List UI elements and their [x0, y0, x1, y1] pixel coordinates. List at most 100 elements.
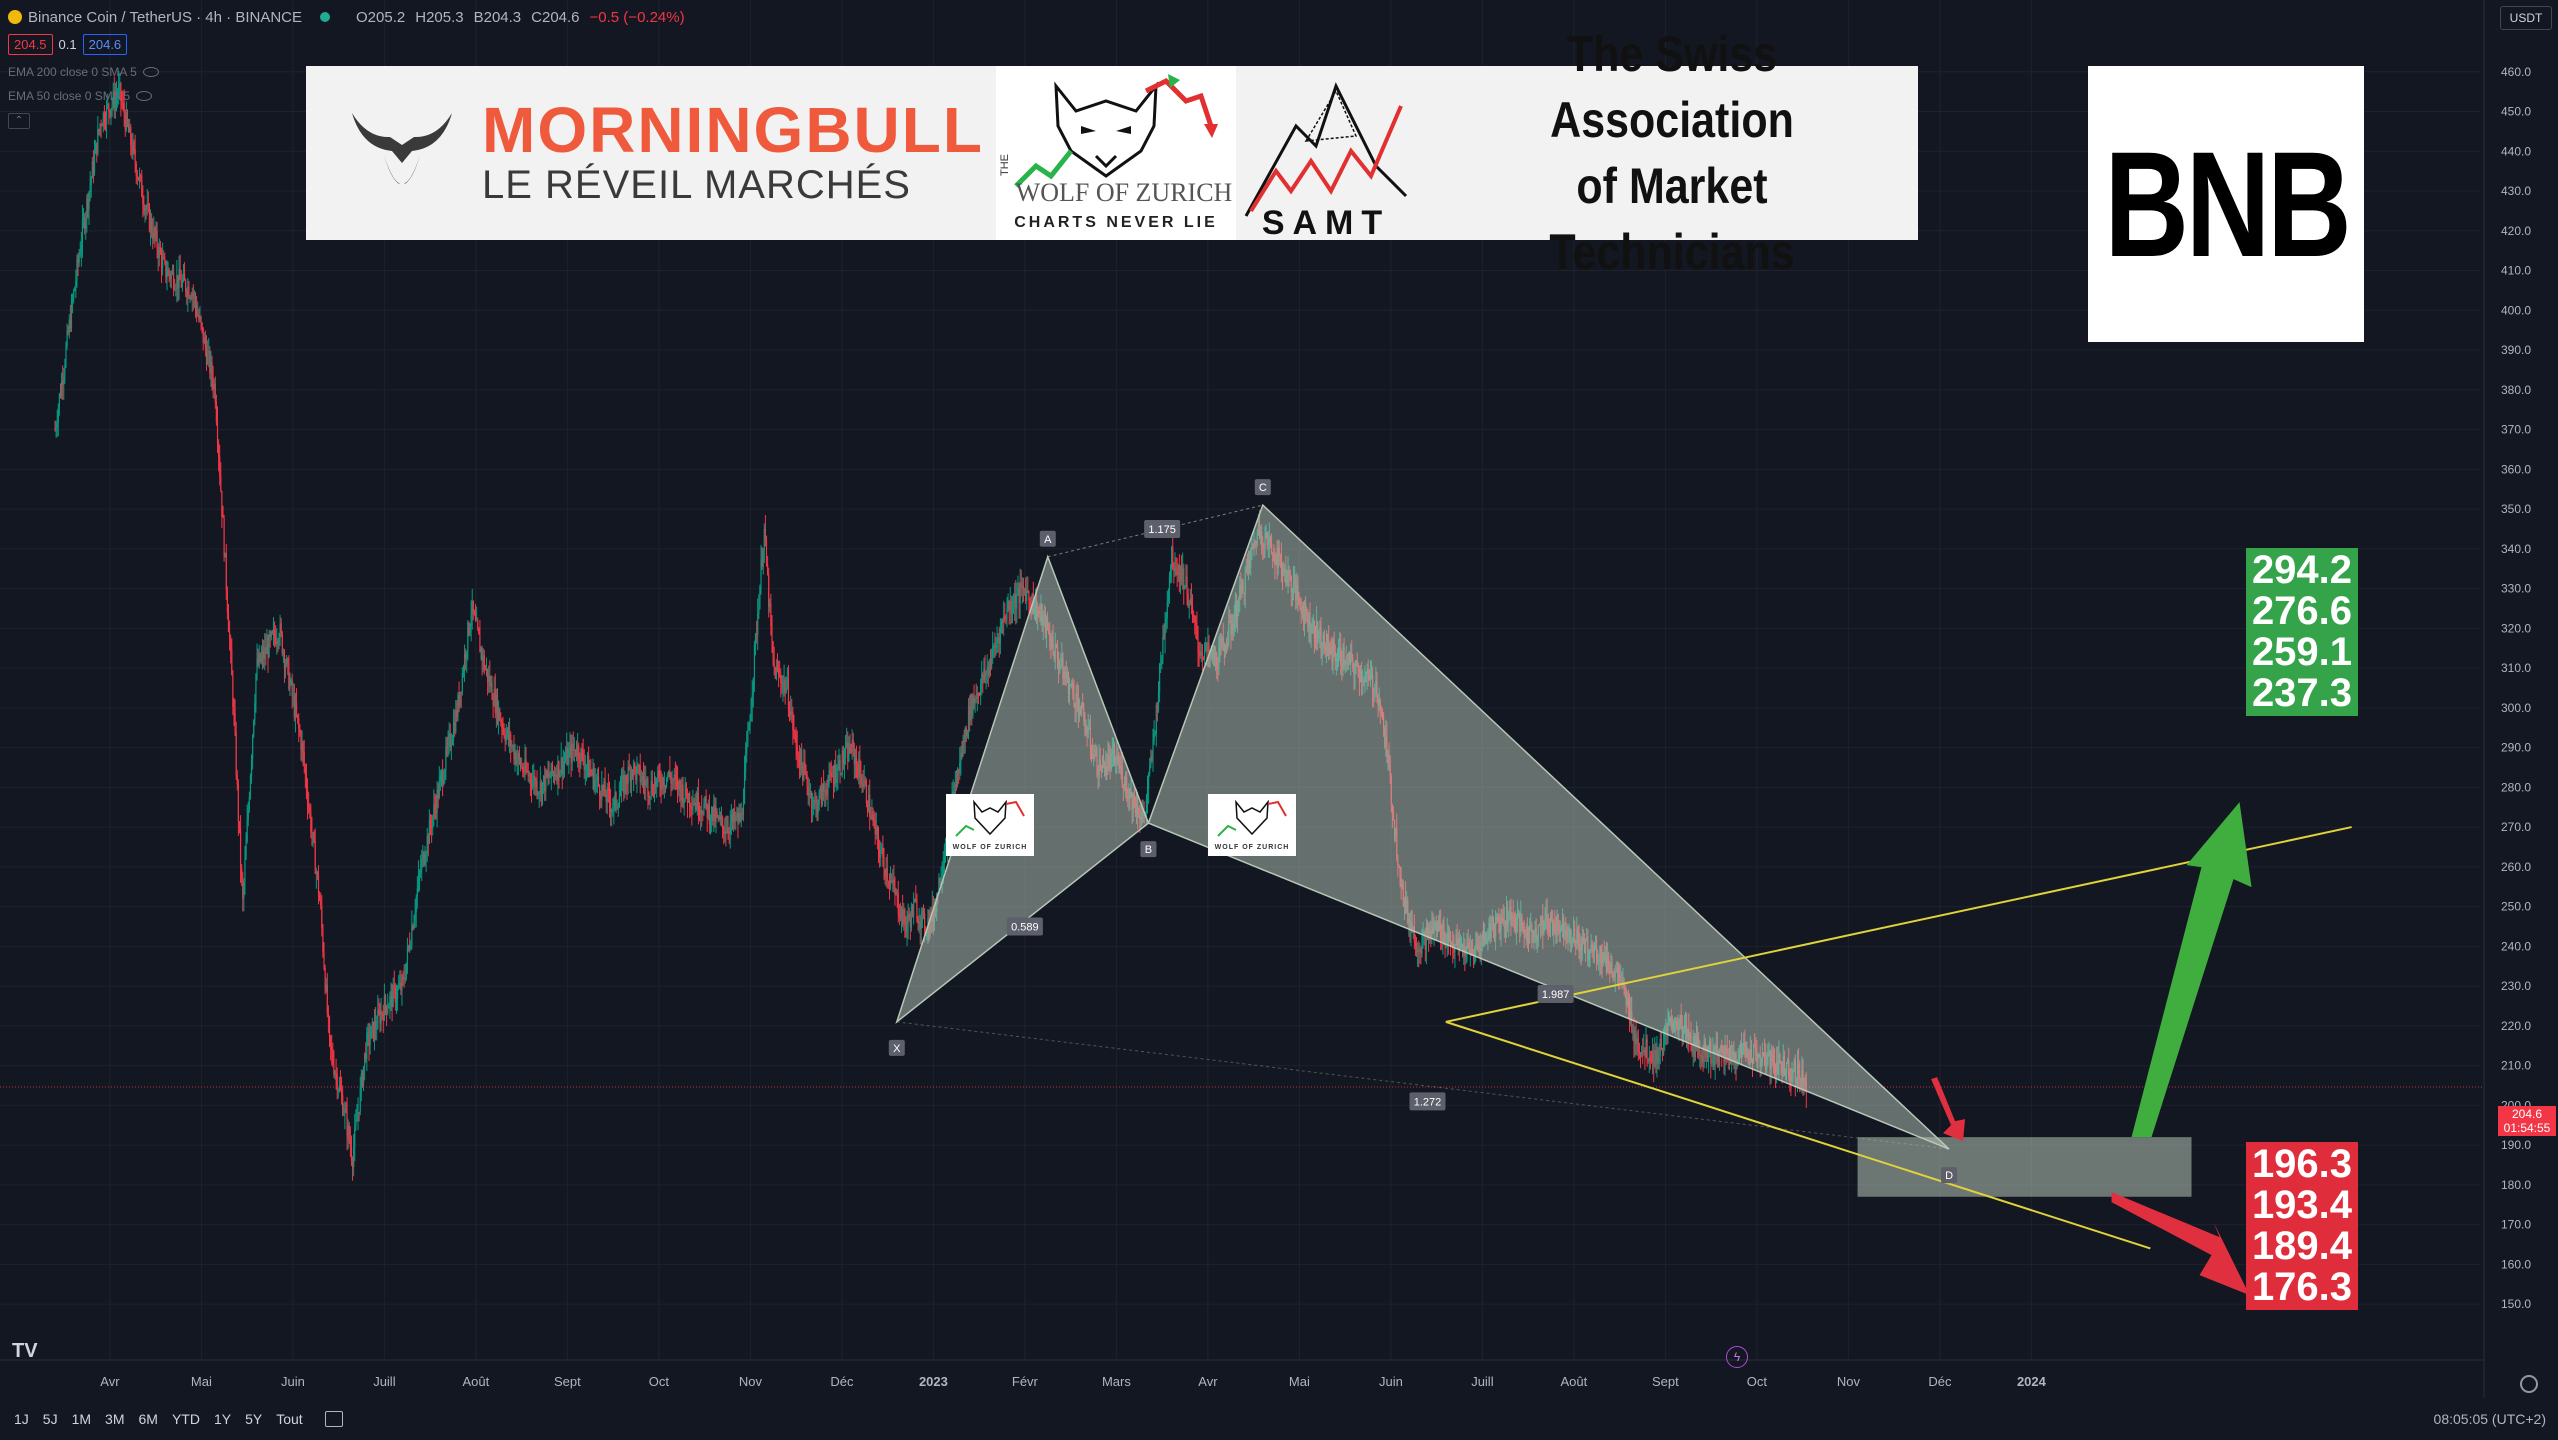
candle-body: [401, 977, 403, 991]
candle-body: [615, 792, 617, 807]
candle-body: [721, 817, 724, 827]
candle-body: [369, 1038, 371, 1046]
candle-body: [808, 793, 810, 796]
reversal-zone: [1857, 1137, 2192, 1197]
candle-body: [1420, 948, 1422, 954]
indicator-ema200[interactable]: EMA 200 close 0 SMA 5: [8, 65, 159, 79]
candle-body: [810, 792, 813, 809]
symbol-bar: Binance Coin / TetherUS · 4h · BINANCE O…: [0, 0, 2480, 34]
candle-body: [805, 771, 807, 775]
eye-hidden-icon[interactable]: [136, 91, 153, 101]
candle-body: [73, 290, 75, 300]
eye-hidden-icon[interactable]: [142, 67, 159, 77]
x-tick-label: Févr: [1012, 1374, 1039, 1389]
calendar-icon[interactable]: [324, 1411, 343, 1427]
candle-body: [736, 813, 738, 818]
timeframe-ytd[interactable]: YTD: [171, 1411, 200, 1427]
candle-body: [877, 834, 880, 850]
candle-body: [211, 361, 213, 379]
x-tick-label: Août: [463, 1374, 490, 1389]
candle-body: [175, 288, 177, 290]
candle-body: [606, 787, 608, 803]
candle-body: [1632, 1030, 1634, 1033]
gear-icon[interactable]: [2520, 1375, 2538, 1393]
candle-body: [252, 735, 254, 759]
candle-body: [344, 1109, 346, 1115]
currency-button[interactable]: USDT: [2500, 6, 2552, 30]
timeframe-1m[interactable]: 1M: [71, 1411, 92, 1427]
candle-body: [125, 111, 127, 130]
candle-body: [680, 787, 682, 800]
y-tick-label: 310.0: [2501, 661, 2531, 675]
candle-body: [1151, 756, 1153, 760]
pattern-point-label: B: [1145, 844, 1152, 856]
candle-body: [1019, 582, 1021, 604]
timeframe-all[interactable]: Tout: [276, 1411, 303, 1427]
timeframe-3m[interactable]: 3M: [105, 1411, 125, 1427]
candle-body: [151, 218, 153, 233]
candle-body: [1178, 565, 1180, 583]
candle-body: [526, 770, 528, 772]
candle-body: [391, 991, 393, 1008]
candle-body: [646, 779, 648, 781]
candle-body: [135, 163, 137, 177]
candle-body: [843, 758, 846, 765]
candle-body: [863, 780, 865, 787]
buy-price-button[interactable]: 204.6: [82, 34, 128, 55]
timeframe-6m[interactable]: 6M: [138, 1411, 158, 1427]
candle-body: [871, 814, 873, 819]
candle-body: [221, 490, 223, 517]
candle-body: [134, 148, 136, 164]
timeframe-5j[interactable]: 5J: [42, 1411, 58, 1427]
clock[interactable]: 08:05:05 (UTC+2): [2433, 1411, 2546, 1427]
y-tick-label: 170.0: [2501, 1218, 2531, 1232]
candle-body: [579, 759, 581, 765]
candle-body: [438, 780, 440, 799]
candle-body: [90, 178, 92, 186]
candle-body: [776, 666, 779, 669]
candle-body: [288, 661, 290, 690]
timeframe-1j[interactable]: 1J: [14, 1411, 29, 1427]
candle-body: [763, 528, 765, 551]
candle-body: [152, 232, 154, 240]
candle-body: [866, 802, 869, 811]
candle-body: [345, 1109, 347, 1112]
candle-body: [859, 759, 861, 773]
candle-body: [248, 797, 250, 809]
collapse-indicators-button[interactable]: ⌃: [8, 113, 30, 129]
timeframe-1y[interactable]: 1Y: [213, 1411, 232, 1427]
candle-body: [1656, 1047, 1658, 1064]
candle-body: [570, 745, 572, 763]
candle-body: [405, 962, 407, 979]
sell-price-button[interactable]: 204.5: [8, 34, 53, 55]
high-value: H205.3: [415, 8, 464, 26]
candle-body: [89, 185, 91, 193]
y-tick-label: 370.0: [2501, 423, 2531, 437]
candle-body: [673, 774, 675, 781]
candle-body: [960, 752, 962, 763]
x-tick-label: Nov: [1837, 1374, 1861, 1389]
candle-body: [207, 352, 209, 364]
candle-body: [1202, 656, 1205, 660]
timeframe-5y[interactable]: 5Y: [245, 1411, 263, 1427]
indicator-ema50[interactable]: EMA 50 close 0 SMA 5: [8, 89, 153, 103]
lightning-icon[interactable]: ϟ: [1726, 1346, 1748, 1368]
candle-body: [100, 124, 102, 126]
candle-body: [1701, 1055, 1703, 1059]
tradingview-logo-icon[interactable]: TV: [12, 1340, 38, 1362]
candle-body: [1004, 616, 1006, 619]
candle-body: [809, 792, 812, 794]
candle-body: [340, 1089, 343, 1096]
candle-body: [874, 820, 876, 835]
candle-body: [619, 790, 622, 797]
candle-body: [147, 204, 149, 207]
candle-body: [155, 230, 157, 237]
candle-body: [1424, 931, 1426, 950]
symbol-title[interactable]: Binance Coin / TetherUS · 4h · BINANCE: [28, 8, 303, 26]
candle-body: [266, 644, 268, 655]
candle-body: [1010, 601, 1012, 613]
open-value: O205.2: [356, 8, 406, 26]
candle-body: [1152, 740, 1154, 760]
